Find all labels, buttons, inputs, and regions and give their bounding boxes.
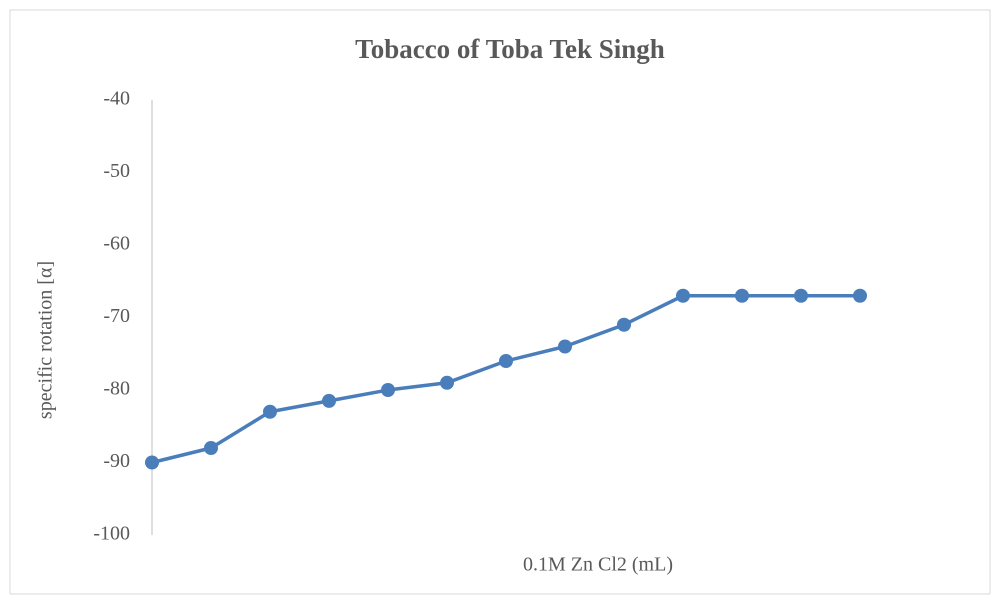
data-point xyxy=(440,375,454,390)
data-point xyxy=(499,354,513,368)
data-point xyxy=(322,393,336,408)
chart-title: Tobacco of Toba Tek Singh xyxy=(355,34,665,64)
data-point xyxy=(735,288,749,303)
chart-border xyxy=(9,9,991,595)
data-point xyxy=(853,288,867,303)
data-point xyxy=(676,288,690,303)
data-point xyxy=(263,404,277,419)
data-point xyxy=(794,288,808,303)
y-tick-label: -70 xyxy=(103,305,130,327)
y-axis-label: specific rotation [α] xyxy=(35,261,57,419)
y-tick-label: -40 xyxy=(103,88,130,110)
data-point xyxy=(617,317,631,332)
data-point xyxy=(145,455,159,470)
y-tick-label: -60 xyxy=(103,233,130,255)
data-point xyxy=(204,441,218,455)
x-axis-label: 0.1M Zn Cl2 (mL) xyxy=(523,554,673,576)
y-tick-label: -100 xyxy=(93,523,130,545)
y-tick-label: -90 xyxy=(103,450,130,472)
y-tick-label: -50 xyxy=(103,160,130,182)
data-point xyxy=(381,383,395,397)
y-tick-label: -80 xyxy=(103,378,130,400)
data-point xyxy=(558,339,572,354)
